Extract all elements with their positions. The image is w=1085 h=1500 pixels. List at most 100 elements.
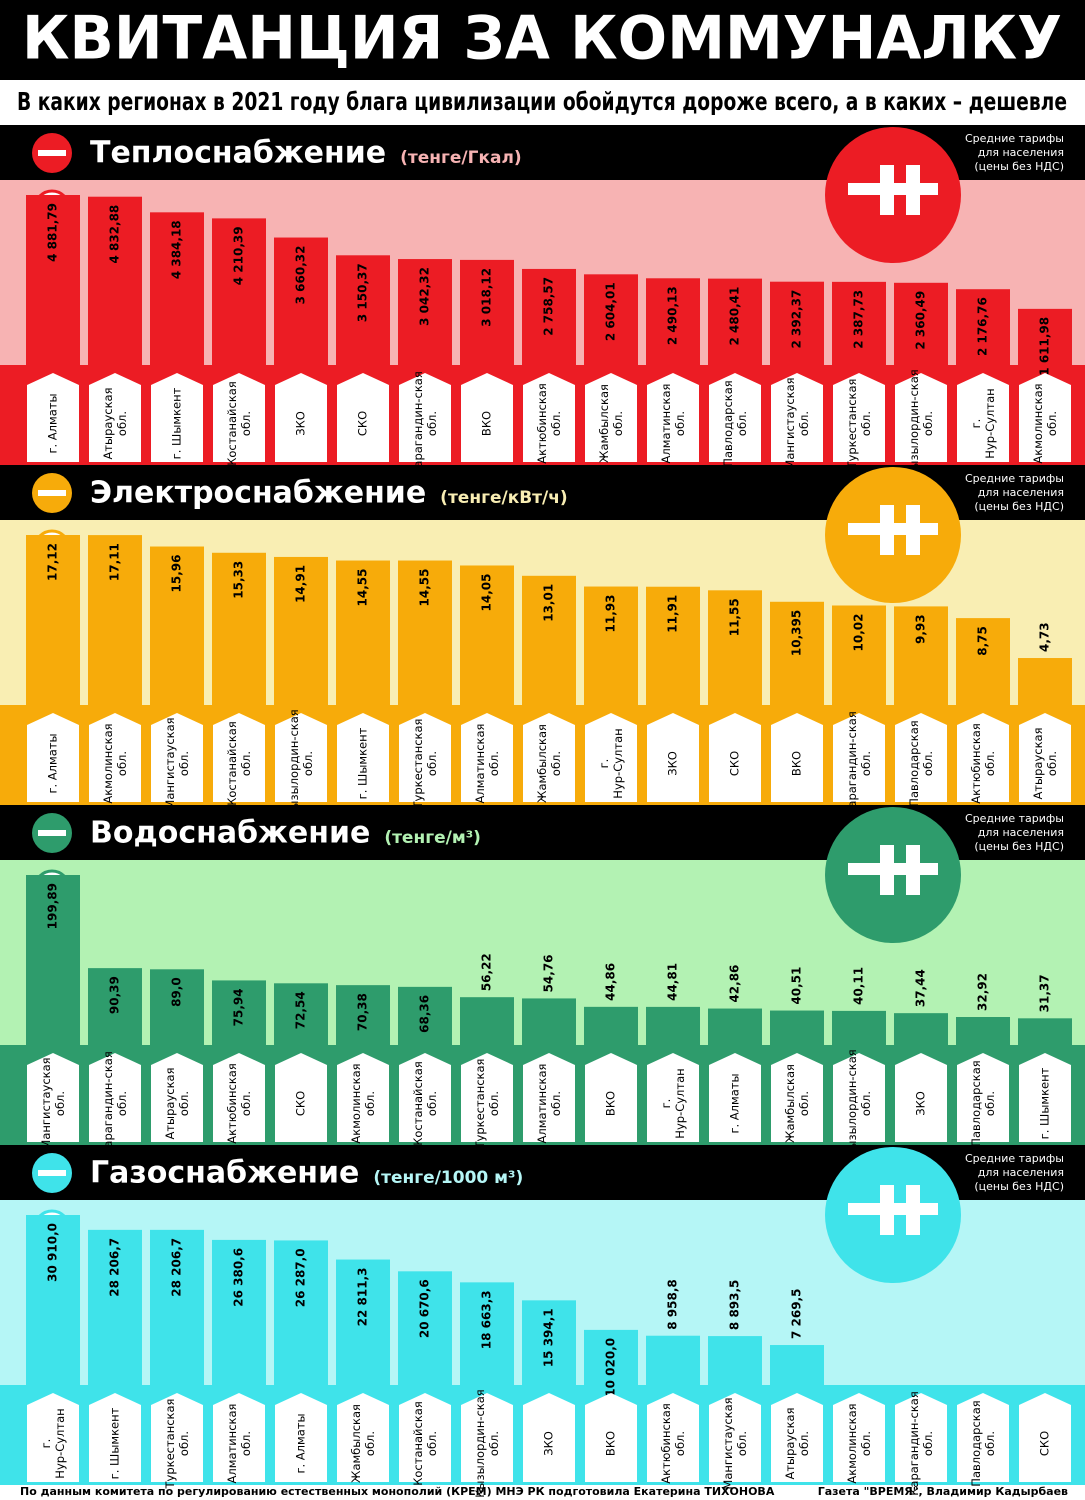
label-plate — [399, 1053, 451, 1142]
section-icon-shape — [880, 1185, 894, 1235]
value-label: 40,11 — [852, 967, 866, 1005]
category-label: г.Нур-Султан — [39, 1408, 67, 1478]
label-plate — [461, 1053, 513, 1142]
category-label-line: обл. — [487, 1431, 501, 1456]
category-label-line: Карагандин-ская — [101, 1051, 115, 1156]
category-label: Мангистаускаяобл. — [783, 377, 811, 469]
category-label-line: обл. — [921, 751, 935, 776]
category-label-line: Мангистауская — [39, 1057, 53, 1149]
value-label: 22 811,3 — [356, 1268, 370, 1327]
label-plate — [895, 373, 947, 462]
category-label: Туркестанскаяобл. — [845, 379, 873, 470]
category-label: Атыраускаяобл. — [101, 387, 129, 459]
note: (цены без НДС) — [974, 840, 1064, 853]
section-icon-shape — [906, 165, 920, 215]
category-label: г. Шымкент — [170, 387, 184, 459]
value-label: 1 611,98 — [1038, 317, 1052, 376]
category-label-line: Костанайская — [411, 1061, 425, 1146]
category-label: ЗКО — [294, 411, 308, 436]
value-label: 14,55 — [356, 569, 370, 607]
value-label: 15 394,1 — [542, 1308, 556, 1367]
note: Средние тарифы — [965, 472, 1064, 485]
value-label: 28 206,7 — [108, 1238, 122, 1297]
label-plate — [213, 1053, 265, 1142]
category-label-line: Актюбинская — [535, 383, 549, 464]
category-label: Костанайскаяобл. — [411, 1401, 439, 1486]
category-label-line: обл. — [363, 1091, 377, 1116]
category-label-line: обл. — [859, 1431, 873, 1456]
category-label: Алматинскаяобл. — [535, 1064, 563, 1144]
label-plate — [833, 1393, 885, 1482]
category-label-line: Туркестанская — [411, 719, 425, 810]
category-label: г. Шымкент — [356, 727, 370, 799]
category-label-line: обл. — [115, 751, 129, 776]
category-label-line: обл. — [921, 1431, 935, 1456]
section-title: Теплоснабжение — [90, 136, 386, 171]
category-label-line: Карагандин-ская — [845, 711, 859, 816]
value-label: 2 387,73 — [852, 290, 866, 349]
category-label: Кызылордин-скаяобл. — [473, 1389, 501, 1497]
label-plate — [647, 373, 699, 462]
category-label-line: обл. — [549, 751, 563, 776]
note: для населения — [978, 1166, 1064, 1179]
category-label-line: обл. — [1045, 751, 1059, 776]
label-plate — [585, 1393, 637, 1482]
category-label-line: обл. — [425, 751, 439, 776]
value-label: 4 210,39 — [232, 226, 246, 285]
value-label: 11,93 — [604, 595, 618, 633]
label-plate — [523, 373, 575, 462]
category-label-line: обл. — [983, 751, 997, 776]
category-label-line: Нур-Султан — [53, 1408, 67, 1478]
label-plate — [1019, 1053, 1071, 1142]
label-plate — [27, 713, 79, 802]
value-label: 18 663,3 — [480, 1290, 494, 1349]
value-label: 2 480,41 — [728, 287, 742, 346]
category-label: Актюбинскаяобл. — [535, 383, 563, 464]
category-label-line: Жамбылская — [783, 1064, 797, 1143]
value-label: 70,38 — [356, 993, 370, 1031]
value-label: 42,86 — [728, 965, 742, 1003]
category-label-line: обл. — [239, 751, 253, 776]
category-label-line: Атырауская — [783, 1407, 797, 1479]
value-label: 68,36 — [418, 995, 432, 1033]
label-plate — [895, 713, 947, 802]
value-label: 30 910,0 — [46, 1223, 60, 1282]
category-label-line: обл. — [797, 1091, 811, 1116]
label-plate — [213, 713, 265, 802]
label-plate — [709, 713, 761, 802]
category-label-line: обл. — [115, 411, 129, 436]
value-label: 15,96 — [170, 555, 184, 593]
section-unit: (тенге/Гкал) — [400, 148, 522, 168]
main-title: КВИТАНЦИЯ ЗА КОММУНАЛКУ — [22, 4, 1062, 74]
label-plate — [151, 1053, 203, 1142]
category-label-line: Атырауская — [101, 387, 115, 459]
category-label-line: обл. — [115, 1091, 129, 1116]
category-label: Кызылордин-скаяобл. — [845, 1049, 873, 1157]
label-plate — [399, 713, 451, 802]
category-label: ЗКО — [666, 751, 680, 776]
value-label: 2 176,76 — [976, 297, 990, 356]
category-label-line: обл. — [549, 1091, 563, 1116]
value-label: 4,73 — [1038, 622, 1052, 652]
label-plate — [89, 373, 141, 462]
category-label: Актюбинскаяобл. — [969, 723, 997, 804]
category-label-line: Костанайская — [225, 721, 239, 806]
category-label-line: обл. — [53, 1091, 67, 1116]
section-icon-shape — [880, 845, 894, 895]
category-label-line: обл. — [549, 411, 563, 436]
category-label: Актюбинскаяобл. — [659, 1403, 687, 1484]
label-plate — [771, 713, 823, 802]
value-label: 2 360,49 — [914, 291, 928, 350]
category-label-line: г. — [969, 419, 983, 429]
note: Средние тарифы — [965, 812, 1064, 825]
category-label-line: обл. — [735, 411, 749, 436]
subtitle: В каких регионах в 2021 году блага цивил… — [17, 87, 1067, 116]
label-plate — [1019, 713, 1071, 802]
category-label-line: обл. — [177, 1091, 191, 1116]
section-title: Водоснабжение — [90, 816, 370, 851]
category-label-line: Актюбинская — [659, 1403, 673, 1484]
category-label-line: обл. — [1045, 411, 1059, 436]
note: для населения — [978, 826, 1064, 839]
label-plate — [27, 1053, 79, 1142]
label-plate — [275, 713, 327, 802]
